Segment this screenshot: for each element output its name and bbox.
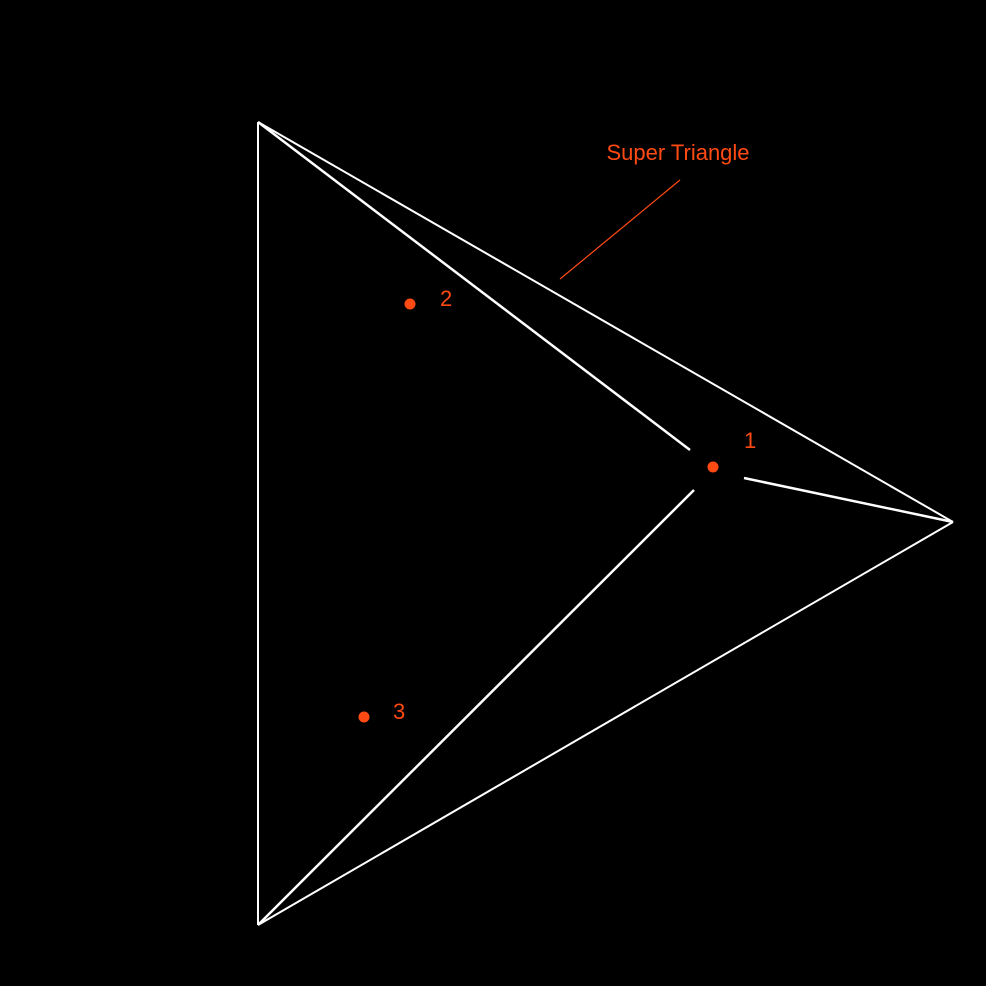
- super-triangle-edge-bottom: [257, 521, 954, 926]
- point-1-marker: [707, 461, 719, 473]
- super-triangle: [257, 121, 954, 926]
- super-triangle-edge-top: [257, 121, 954, 523]
- point-1-edges: [257, 121, 954, 926]
- edge-bottom-vertex-to-point-1: [257, 489, 695, 926]
- point-1: 1: [707, 428, 756, 473]
- edge-point-1-to-right-vertex: [743, 476, 954, 524]
- point-3: 3: [358, 699, 405, 724]
- point-1-label: 1: [744, 428, 756, 453]
- point-3-label: 3: [393, 699, 405, 724]
- point-2-label: 2: [440, 286, 452, 311]
- annotation-leader-line: [559, 179, 681, 280]
- edge-top-vertex-to-point-1: [257, 121, 691, 451]
- point-2: 2: [404, 286, 452, 311]
- point-2-marker: [404, 298, 416, 310]
- point-3-marker: [358, 711, 370, 723]
- super-triangle-annotation: Super Triangle: [606, 140, 749, 165]
